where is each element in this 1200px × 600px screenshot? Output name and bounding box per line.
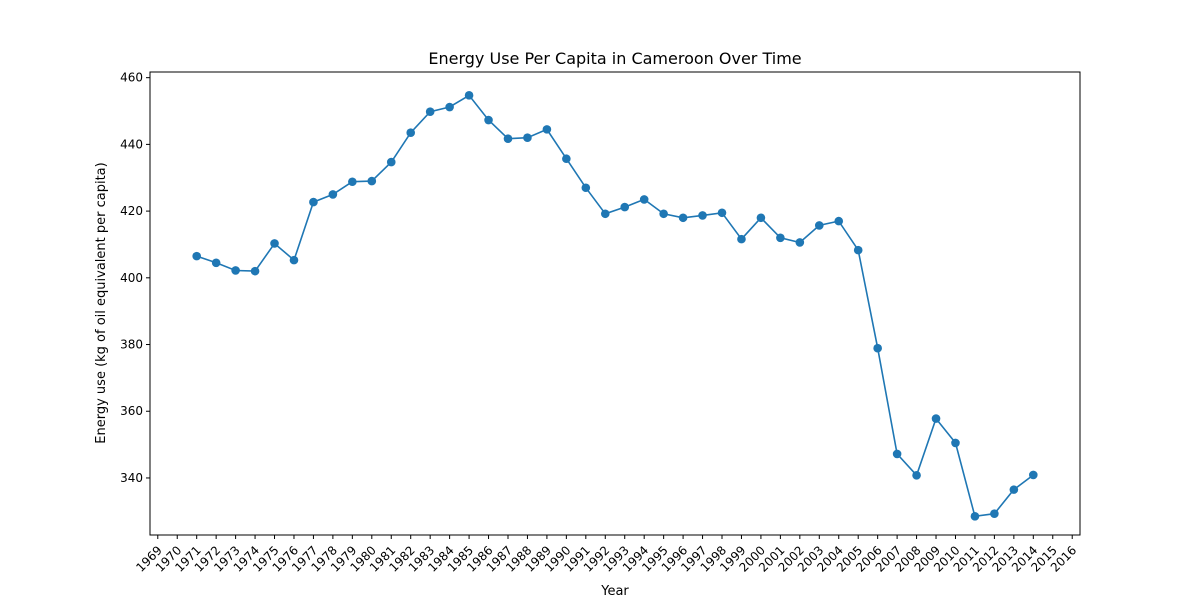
data-point xyxy=(464,91,474,100)
data-point xyxy=(931,414,941,423)
data-point xyxy=(484,115,493,125)
data-point xyxy=(309,197,318,207)
data-point xyxy=(639,195,649,204)
data-point xyxy=(620,202,630,212)
data-point xyxy=(814,221,824,230)
data-point xyxy=(503,134,513,144)
y-tick-label: 380 xyxy=(120,338,143,352)
data-point xyxy=(328,190,338,199)
data-point xyxy=(698,211,707,220)
data-point xyxy=(542,125,552,134)
data-point xyxy=(425,107,435,116)
x-axis: 1969197019711972197319741975197619771978… xyxy=(133,535,1079,575)
data-point xyxy=(873,343,882,353)
data-point xyxy=(406,128,416,138)
y-tick-label: 340 xyxy=(120,471,143,485)
data-point xyxy=(951,438,960,448)
y-tick-label: 460 xyxy=(120,71,143,85)
data-point xyxy=(581,183,591,193)
data-point xyxy=(756,213,766,223)
data-point xyxy=(659,209,668,219)
x-axis-label: Year xyxy=(600,584,629,599)
data-point xyxy=(717,208,727,218)
y-tick-label: 360 xyxy=(120,404,143,418)
plot-area xyxy=(192,91,1038,521)
y-tick-label: 440 xyxy=(120,137,143,151)
data-point xyxy=(348,177,357,187)
chart-title: Energy Use Per Capita in Cameroon Over T… xyxy=(428,49,801,68)
data-point xyxy=(912,470,921,480)
data-point xyxy=(562,154,571,164)
plot-frame xyxy=(149,71,1081,536)
data-point xyxy=(211,258,221,268)
data-point xyxy=(1029,470,1038,480)
data-point xyxy=(250,266,260,276)
series-line xyxy=(196,94,1034,518)
data-point xyxy=(795,238,805,247)
data-point xyxy=(1009,485,1019,494)
data-point xyxy=(270,239,279,248)
data-point xyxy=(386,157,396,167)
data-point xyxy=(834,216,844,226)
data-point xyxy=(678,213,688,223)
data-point xyxy=(523,133,532,143)
data-point xyxy=(600,209,610,219)
data-point xyxy=(990,509,999,518)
data-point xyxy=(367,176,377,186)
data-point xyxy=(192,251,201,261)
data-point xyxy=(853,245,863,255)
data-point xyxy=(737,234,746,244)
data-point xyxy=(776,233,785,243)
data-point xyxy=(289,255,299,265)
data-point xyxy=(445,102,454,112)
y-tick-label: 400 xyxy=(120,271,143,285)
data-point xyxy=(892,449,902,459)
y-axis-label: Energy use (kg of oil equivalent per cap… xyxy=(94,162,109,443)
data-point xyxy=(970,512,980,521)
data-point xyxy=(231,266,240,275)
y-axis: 340 360 380 400 420 440 460 xyxy=(120,71,150,485)
y-tick-label: 420 xyxy=(120,204,143,218)
